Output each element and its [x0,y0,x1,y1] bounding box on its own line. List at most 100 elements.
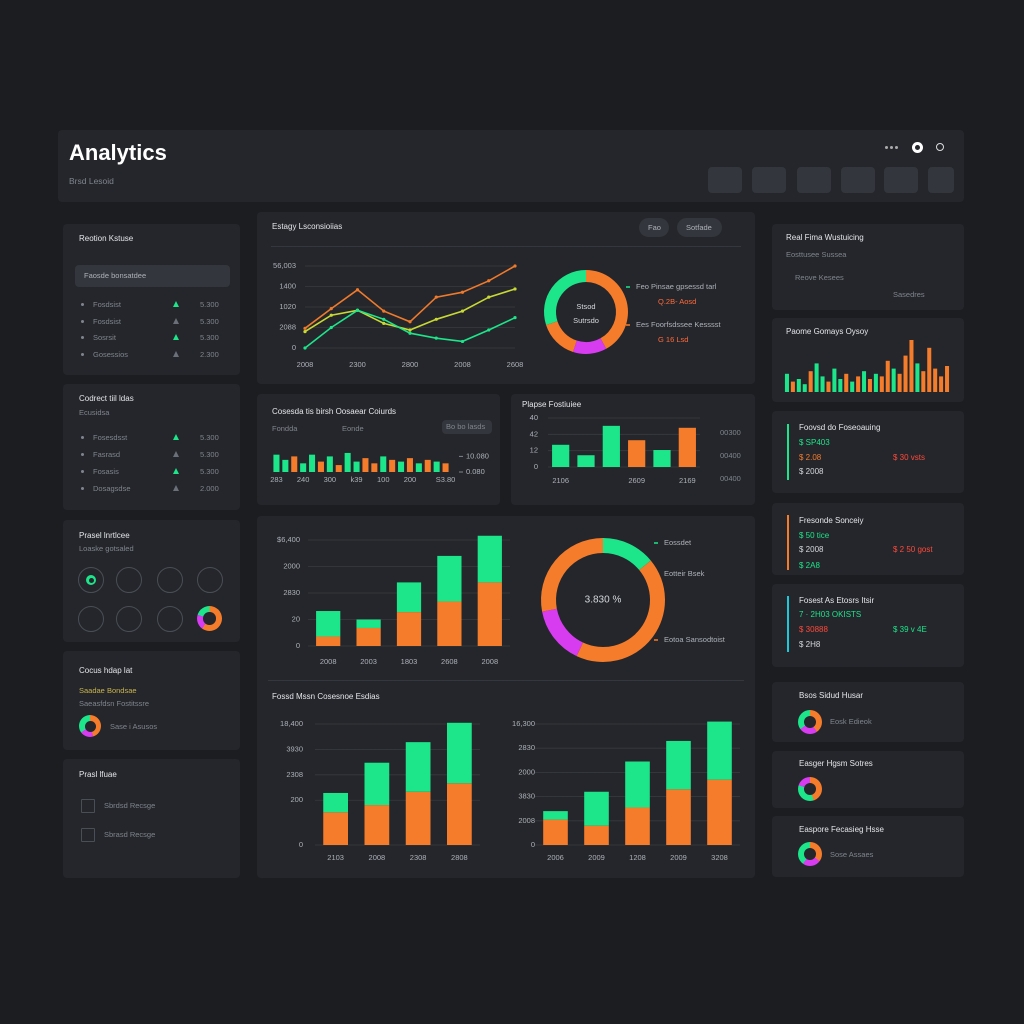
toolbar-button[interactable] [708,167,742,193]
x-tick-label: 2006 [547,853,564,862]
panel-title: Fresonde Sonceiy [799,516,864,525]
icon-button[interactable] [157,567,183,593]
filter-button[interactable] [677,218,722,237]
row-icon [173,485,179,491]
donut-center-label: Stsod [576,302,595,311]
panel-subtitle: Eosttusee Sussea [786,250,847,259]
row-bullet [81,470,84,473]
toolbar-button[interactable] [884,167,918,193]
bar [380,456,387,472]
bar [850,381,855,392]
row-bullet [81,353,84,356]
donut-icon [798,777,822,801]
panel-item: Sasedres [893,290,925,299]
row-icon [173,351,179,357]
kpi-line: $ 39 v 4E [893,625,927,634]
bar-segment [405,742,431,792]
icon-button[interactable] [116,606,142,632]
bar [802,384,807,392]
row-bullet [81,436,84,439]
toolbar-button[interactable] [841,167,875,193]
bar [291,456,298,472]
icon-button[interactable] [197,606,222,631]
item-icon [81,799,95,813]
x-tick-label: 283 [270,475,283,484]
row-icon [173,451,179,457]
panel-title: Fosest As Etosrs Itsir [799,596,875,605]
y-tick-label: 18,400 [280,719,303,728]
bar-segment [364,805,390,845]
x-tick-label: 1803 [401,657,418,666]
line-point [487,295,491,299]
search-icon[interactable] [936,143,944,151]
bar [790,381,795,392]
panel-item: Eosk Edieok [830,717,872,726]
toggle[interactable] [912,142,923,153]
toolbar-button[interactable] [752,167,786,193]
bar [862,371,867,392]
icon-button[interactable] [78,606,104,632]
bar [826,381,831,392]
legend-sublabel: G 16 Lsd [658,335,688,344]
divider [271,246,741,247]
bar [820,376,825,392]
side-label: 00400 [720,474,741,483]
bar [442,463,449,472]
icon-button[interactable] [116,567,142,593]
menu-dot[interactable] [895,146,898,149]
legend-label: Eotoa Sansodtoist [664,635,726,644]
bar-segment [666,740,691,790]
line-point [303,330,307,334]
bar [885,360,890,392]
donut-segment [546,321,577,352]
accent-line [787,515,789,570]
side-label: 00400 [720,451,741,460]
x-tick-label: 2008 [481,657,498,666]
menu-dot[interactable] [885,146,888,149]
line-point [408,331,412,335]
line-point [355,288,360,292]
kpi-line: $ 50 tice [799,531,830,540]
y-tick-label: 10.080 [466,451,489,460]
toolbar-button[interactable] [797,167,831,193]
line-point [434,317,438,321]
bar [389,459,396,472]
y-tick-label: 0 [296,641,300,650]
filter-button[interactable] [639,218,669,237]
divider [268,680,744,681]
center-panel [257,212,755,384]
row-value: 5.300 [200,467,219,476]
icon-button[interactable] [78,567,104,593]
button-label: Sotfade [686,223,712,232]
bar [879,376,884,392]
left-panel [63,384,240,510]
icon-button[interactable] [157,606,183,632]
bar-segment [707,721,732,780]
row-label: Fosdsist [93,300,121,309]
menu-dot[interactable] [890,146,893,149]
kpi-line: $ 30888 [799,625,828,634]
dropdown[interactable] [75,265,230,287]
legend-sublabel: Q.2B- Aosd [658,297,696,306]
panel-button[interactable] [442,420,492,434]
bar [353,461,360,472]
y-tick-label: 16,300 [512,719,535,728]
bar [552,444,570,467]
bar-segment [584,825,609,845]
x-tick-label: 2003 [360,657,377,666]
toolbar-button[interactable] [928,167,954,193]
panel-title: Foovsd do Foseoauing [799,423,881,432]
bar [921,371,926,392]
bar [867,379,872,392]
panel-line: Saadae Bondsae [79,686,137,695]
line-series [304,265,516,329]
x-tick-label: 2608 [507,360,524,369]
icon-button[interactable] [197,567,223,593]
kpi-line: $ 2 50 gost [893,545,933,554]
bar-segment [437,555,462,602]
legend-label: Feo Pinsae gpsessd tarl [636,282,717,291]
y-tick-label: 2308 [286,770,303,779]
row-value: 5.300 [200,433,219,442]
y-tick-label: 0 [531,840,535,849]
row-label: Gosessios [93,350,129,359]
